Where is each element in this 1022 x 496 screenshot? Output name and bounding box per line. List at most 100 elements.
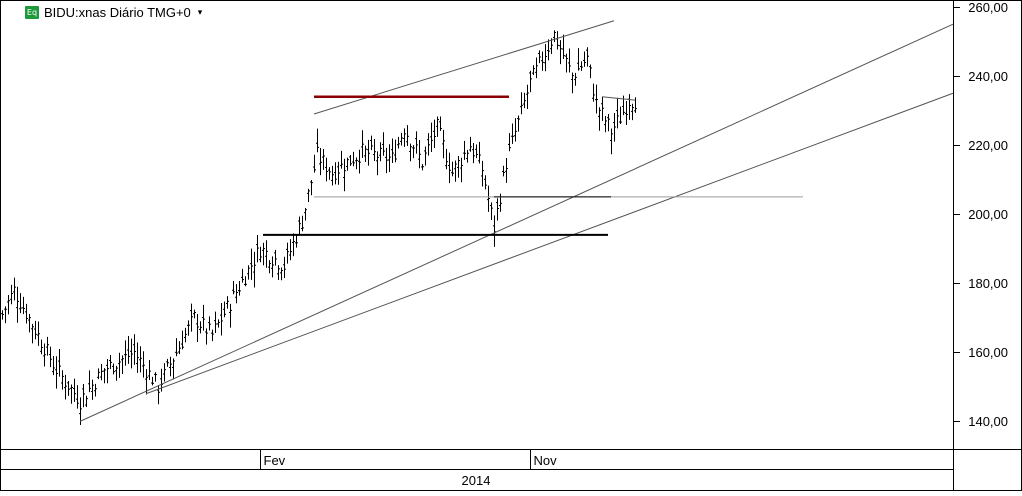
ohlc-bar bbox=[514, 118, 517, 142]
ohlc-bar bbox=[187, 320, 190, 336]
ohlc-bar bbox=[76, 385, 79, 409]
ohlc-bar bbox=[451, 161, 454, 177]
ohlc-bar bbox=[91, 379, 94, 400]
ohlc-bar bbox=[463, 140, 466, 160]
ohlc-bar bbox=[364, 145, 367, 163]
ohlc-bar bbox=[574, 72, 577, 86]
ohlc-bar bbox=[400, 132, 403, 146]
ohlc-bar bbox=[289, 239, 292, 261]
ohlc-bar bbox=[355, 157, 358, 170]
ohlc-bar bbox=[613, 112, 616, 142]
ohlc-bar bbox=[1, 310, 4, 320]
ohlc-bar bbox=[100, 364, 103, 381]
ohlc-bar bbox=[358, 149, 361, 174]
ohlc-bar bbox=[271, 256, 274, 278]
ohlc-bar bbox=[154, 372, 157, 382]
ohlc-bar bbox=[436, 116, 439, 137]
ohlc-bar bbox=[124, 340, 127, 366]
ohlc-bar bbox=[340, 150, 343, 169]
ohlc-bar bbox=[13, 277, 16, 301]
ohlc-bar bbox=[430, 122, 433, 152]
ohlc-bar bbox=[52, 355, 55, 376]
y-tick-label: 160,00 bbox=[968, 345, 1008, 360]
ohlc-bar bbox=[457, 156, 460, 178]
chevron-down-icon[interactable]: ▾ bbox=[197, 6, 203, 17]
ohlc-bar bbox=[235, 284, 238, 304]
ohlc-bar bbox=[562, 34, 565, 59]
ohlc-bar bbox=[523, 92, 526, 109]
chart-header: Eq BIDU:xnas Diário TMG+0 ▾ bbox=[25, 3, 202, 21]
ohlc-bar bbox=[505, 157, 508, 183]
ohlc-bar bbox=[295, 235, 298, 248]
ohlc-bar bbox=[61, 370, 64, 390]
chart-title: BIDU:xnas Diário TMG+0 bbox=[44, 4, 191, 20]
ohlc-bar bbox=[133, 334, 136, 365]
ohlc-bar bbox=[286, 242, 289, 264]
ohlc-bar bbox=[418, 139, 421, 169]
ohlc-bar bbox=[619, 106, 622, 125]
ohlc-bar bbox=[298, 216, 301, 236]
ohlc-bar bbox=[112, 363, 115, 375]
ohlc-bar bbox=[598, 107, 601, 131]
y-axis: 140,00 160,00 180,00 200,00 220,00 240,00 260,… bbox=[953, 0, 1008, 429]
ohlc-bar bbox=[316, 128, 319, 153]
ohlc-bar bbox=[559, 40, 562, 65]
ohlc-bar bbox=[46, 336, 49, 356]
ohlc-bar bbox=[70, 384, 73, 404]
ohlc-bar bbox=[232, 281, 235, 295]
ohlc-bar bbox=[118, 352, 121, 378]
ohlc-bar bbox=[265, 240, 268, 268]
ohlc-bar bbox=[475, 144, 478, 159]
ohlc-bar bbox=[568, 48, 571, 73]
ohlc-bar bbox=[229, 303, 232, 328]
ohlc-bar bbox=[241, 268, 244, 283]
ohlc-bar bbox=[310, 180, 313, 196]
ohlc-bar bbox=[448, 152, 451, 184]
ohlc-bar bbox=[511, 123, 514, 144]
ohlc-bar bbox=[490, 202, 493, 220]
ohlc-bar bbox=[211, 329, 214, 342]
ohlc-bar bbox=[394, 139, 397, 163]
x-tick-label: Nov bbox=[534, 453, 558, 468]
ohlc-bar bbox=[469, 136, 472, 152]
ohlc-bar bbox=[631, 103, 634, 121]
ohlc-bar bbox=[163, 363, 166, 382]
ohlc-bar bbox=[595, 84, 598, 114]
ohlc-bar bbox=[484, 175, 487, 190]
ohlc-bar bbox=[370, 135, 373, 151]
ohlc-bar bbox=[625, 101, 628, 125]
channel-line-top bbox=[313, 20, 615, 115]
ohlc-bar bbox=[520, 92, 523, 115]
ohlc-bar bbox=[550, 38, 553, 54]
ohlc-bar bbox=[337, 161, 340, 185]
ohlc-bar bbox=[139, 346, 142, 373]
ohlc-bar bbox=[58, 349, 61, 377]
ohlc-bar bbox=[409, 143, 412, 162]
ohlc-bar bbox=[217, 319, 220, 328]
ohlc-bar bbox=[517, 115, 520, 132]
ohlc-bar bbox=[529, 70, 532, 93]
ohlc-bar bbox=[424, 146, 427, 166]
ohlc-bar bbox=[616, 97, 619, 129]
ohlc-bar bbox=[274, 249, 277, 266]
ohlc-bar bbox=[547, 39, 550, 61]
ohlc-bar bbox=[268, 260, 271, 274]
ohlc-bar bbox=[223, 301, 226, 318]
ohlc-bar bbox=[487, 185, 490, 212]
price-bars bbox=[1, 30, 637, 425]
x-tick-label: Fev bbox=[264, 453, 286, 468]
ohlc-bar bbox=[142, 351, 145, 378]
ohlc-bar bbox=[172, 358, 175, 380]
ohlc-bar bbox=[376, 151, 379, 176]
ohlc-bar bbox=[373, 138, 376, 161]
ohlc-bar bbox=[25, 303, 28, 324]
ohlc-bar bbox=[382, 132, 385, 156]
ohlc-bar bbox=[202, 304, 205, 331]
ohlc-bar bbox=[226, 296, 229, 309]
ohlc-bar bbox=[439, 116, 442, 132]
ohlc-bar bbox=[49, 346, 52, 368]
ohlc-bar bbox=[379, 142, 382, 162]
y-tick-label: 180,00 bbox=[968, 276, 1008, 291]
ohlc-bar bbox=[334, 162, 337, 185]
